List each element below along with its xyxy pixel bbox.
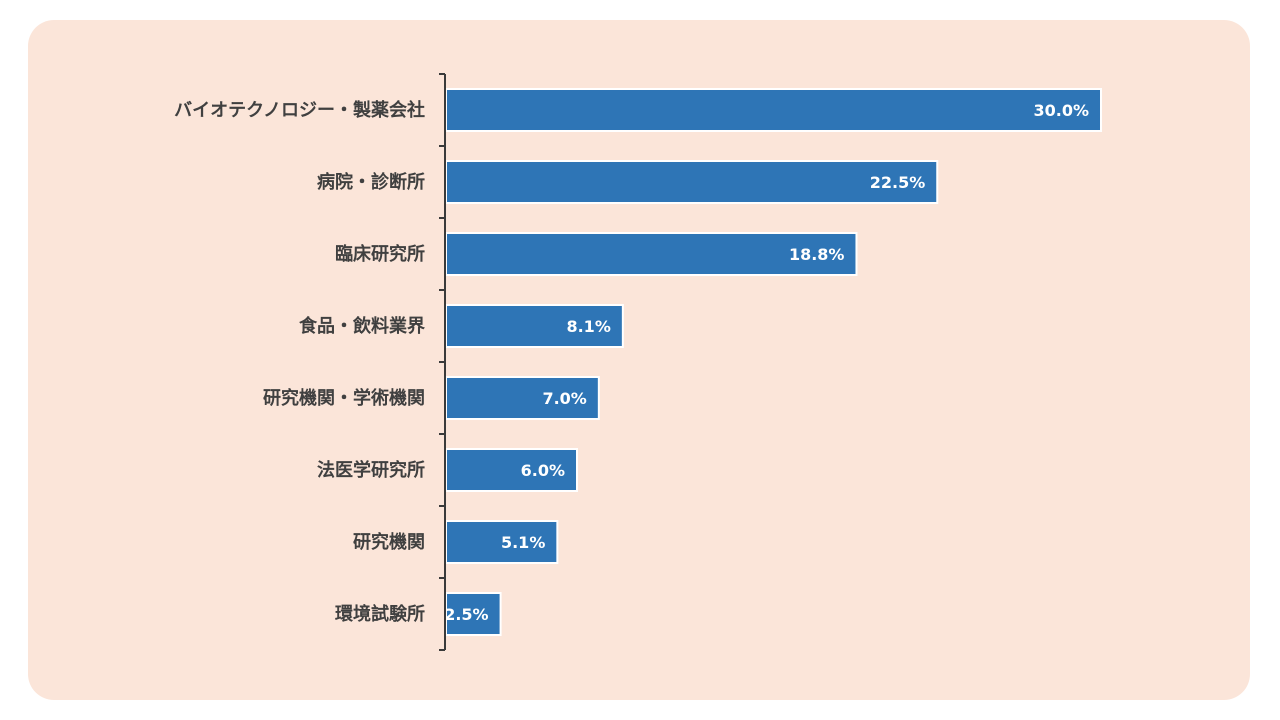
category-label-5: 法医学研究所 — [317, 459, 425, 481]
category-label-1: 病院・診断所 — [317, 171, 425, 193]
value-label-7: 2.5% — [444, 605, 488, 624]
bar-5 — [445, 448, 578, 492]
value-label-0: 30.0% — [1033, 101, 1089, 120]
value-label-6: 5.1% — [501, 533, 545, 552]
category-label-2: 臨床研究所 — [335, 243, 425, 265]
category-label-3: 食品・飲料業界 — [298, 315, 425, 337]
value-label-3: 8.1% — [566, 317, 610, 336]
bar-3 — [445, 304, 624, 348]
value-label-5: 6.0% — [521, 461, 565, 480]
bar-0 — [445, 88, 1102, 132]
bar-1 — [445, 160, 939, 204]
bar-7 — [445, 592, 502, 636]
bar-2 — [445, 232, 858, 276]
category-label-0: バイオテクノロジー・製薬会社 — [174, 99, 425, 121]
y-axis — [439, 73, 446, 651]
bar-4 — [445, 376, 600, 420]
bars-group — [445, 88, 1102, 636]
category-label-4: 研究機関・学術機関 — [263, 387, 425, 409]
value-label-2: 18.8% — [789, 245, 845, 264]
category-label-6: 研究機関 — [353, 531, 425, 553]
value-labels: 30.0% 22.5% 18.8% 8.1% 7.0% 6.0% 5.1% 2.5% — [444, 101, 1089, 624]
chart-panel — [28, 20, 1250, 700]
category-labels: バイオテクノロジー・製薬会社病院・診断所臨床研究所食品・飲料業界研究機関・学術機… — [174, 99, 425, 625]
value-label-1: 22.5% — [870, 173, 926, 192]
category-label-7: 環境試験所 — [335, 603, 425, 625]
bar-6 — [445, 520, 559, 564]
value-label-4: 7.0% — [542, 389, 586, 408]
